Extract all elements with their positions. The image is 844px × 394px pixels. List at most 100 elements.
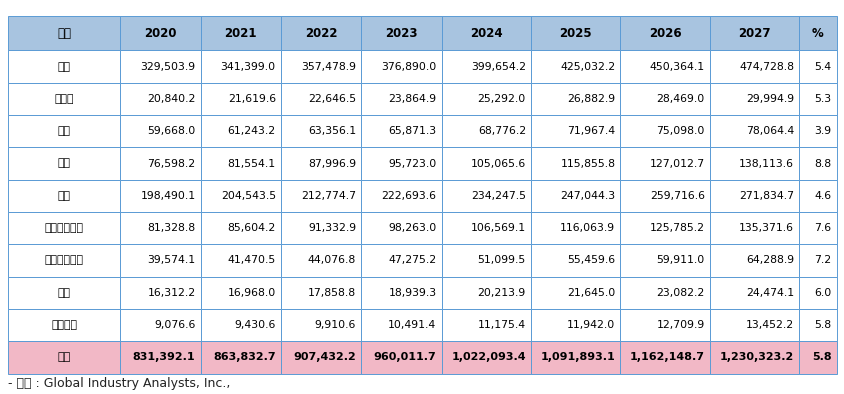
Text: 341,399.0: 341,399.0 xyxy=(220,61,275,72)
Bar xyxy=(280,147,360,180)
Bar xyxy=(360,212,441,244)
Text: 21,619.6: 21,619.6 xyxy=(227,94,275,104)
Text: 13,452.2: 13,452.2 xyxy=(745,320,793,330)
Bar xyxy=(360,180,441,212)
Text: 63,356.1: 63,356.1 xyxy=(308,126,355,136)
Text: 8.8: 8.8 xyxy=(814,158,830,169)
Text: 10,491.4: 10,491.4 xyxy=(387,320,436,330)
Text: 아프리카: 아프리카 xyxy=(51,320,78,330)
Bar xyxy=(619,244,709,277)
Text: 17,858.8: 17,858.8 xyxy=(308,288,355,298)
Text: 59,668.0: 59,668.0 xyxy=(147,126,195,136)
Bar xyxy=(200,83,280,115)
Text: 234,247.5: 234,247.5 xyxy=(470,191,525,201)
Bar xyxy=(709,83,798,115)
Text: 16,312.2: 16,312.2 xyxy=(147,288,195,298)
Bar xyxy=(200,341,280,374)
Text: 일본: 일본 xyxy=(57,126,71,136)
Text: 2020: 2020 xyxy=(144,27,176,39)
Text: 중국: 중국 xyxy=(57,158,71,169)
Bar xyxy=(120,341,200,374)
Bar xyxy=(798,309,836,341)
Bar xyxy=(360,341,441,374)
Text: 135,371.6: 135,371.6 xyxy=(738,223,793,233)
Text: 2023: 2023 xyxy=(385,27,417,39)
Text: 222,693.6: 222,693.6 xyxy=(381,191,436,201)
Text: 라틴아메리카: 라틴아메리카 xyxy=(45,255,84,266)
Bar xyxy=(8,212,120,244)
Bar xyxy=(280,341,360,374)
Bar xyxy=(120,83,200,115)
Bar xyxy=(709,341,798,374)
Bar xyxy=(798,115,836,147)
Text: 2027: 2027 xyxy=(738,27,770,39)
Bar xyxy=(619,277,709,309)
Text: 23,082.2: 23,082.2 xyxy=(656,288,704,298)
Bar xyxy=(8,83,120,115)
Bar xyxy=(530,115,619,147)
Text: 합계: 합계 xyxy=(57,352,71,362)
Bar xyxy=(441,212,530,244)
Bar xyxy=(530,16,619,50)
Bar xyxy=(360,147,441,180)
Text: 95,723.0: 95,723.0 xyxy=(387,158,436,169)
Text: 81,554.1: 81,554.1 xyxy=(227,158,275,169)
Bar xyxy=(530,277,619,309)
Bar xyxy=(709,147,798,180)
Text: 미국: 미국 xyxy=(57,61,71,72)
Text: 271,834.7: 271,834.7 xyxy=(738,191,793,201)
Bar xyxy=(709,277,798,309)
Text: 아시아태평양: 아시아태평양 xyxy=(45,223,84,233)
Text: 5.8: 5.8 xyxy=(814,320,830,330)
Text: 425,032.2: 425,032.2 xyxy=(560,61,614,72)
Text: 39,574.1: 39,574.1 xyxy=(147,255,195,266)
Bar xyxy=(360,277,441,309)
Bar xyxy=(280,212,360,244)
Bar xyxy=(798,83,836,115)
Text: 22,646.5: 22,646.5 xyxy=(308,94,355,104)
Text: 16,968.0: 16,968.0 xyxy=(227,288,275,298)
Bar xyxy=(619,212,709,244)
Bar xyxy=(8,50,120,83)
Bar xyxy=(8,180,120,212)
Bar xyxy=(441,147,530,180)
Text: 20,213.9: 20,213.9 xyxy=(477,288,525,298)
Text: 9,430.6: 9,430.6 xyxy=(234,320,275,330)
Text: 1,162,148.7: 1,162,148.7 xyxy=(629,352,704,362)
Bar xyxy=(441,341,530,374)
Text: 9,076.6: 9,076.6 xyxy=(154,320,195,330)
Bar xyxy=(530,244,619,277)
Bar xyxy=(441,244,530,277)
Bar xyxy=(441,16,530,50)
Text: 116,063.9: 116,063.9 xyxy=(560,223,614,233)
Bar xyxy=(530,147,619,180)
Bar xyxy=(709,16,798,50)
Text: 1,230,323.2: 1,230,323.2 xyxy=(719,352,793,362)
Text: 9,910.6: 9,910.6 xyxy=(315,320,355,330)
Bar xyxy=(280,309,360,341)
Bar xyxy=(798,147,836,180)
Text: 20,840.2: 20,840.2 xyxy=(147,94,195,104)
Text: 7.2: 7.2 xyxy=(814,255,830,266)
Bar xyxy=(709,244,798,277)
Bar xyxy=(360,16,441,50)
Text: 91,332.9: 91,332.9 xyxy=(308,223,355,233)
Bar xyxy=(200,16,280,50)
Text: 2024: 2024 xyxy=(469,27,502,39)
Text: 127,012.7: 127,012.7 xyxy=(649,158,704,169)
Text: 474,728.8: 474,728.8 xyxy=(738,61,793,72)
Bar xyxy=(530,50,619,83)
Bar xyxy=(200,212,280,244)
Bar xyxy=(709,50,798,83)
Bar xyxy=(441,180,530,212)
Bar xyxy=(280,244,360,277)
Bar xyxy=(619,50,709,83)
Text: 2021: 2021 xyxy=(225,27,257,39)
Bar xyxy=(798,277,836,309)
Text: 21,645.0: 21,645.0 xyxy=(566,288,614,298)
Bar xyxy=(200,277,280,309)
Text: 26,882.9: 26,882.9 xyxy=(566,94,614,104)
Bar xyxy=(360,50,441,83)
Text: 329,503.9: 329,503.9 xyxy=(140,61,195,72)
Text: 831,392.1: 831,392.1 xyxy=(133,352,195,362)
